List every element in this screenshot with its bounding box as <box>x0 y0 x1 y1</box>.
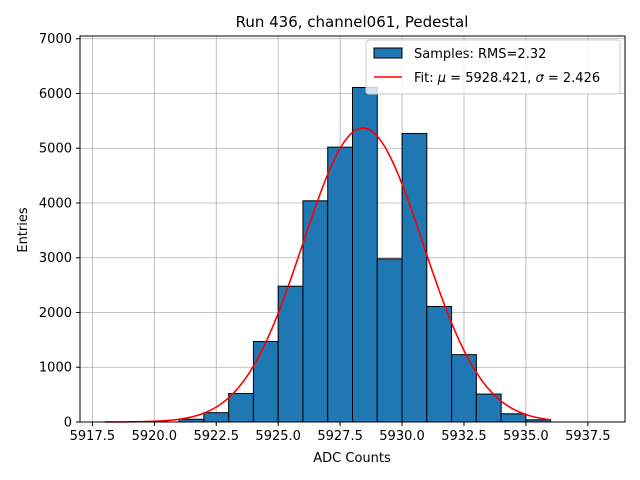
histogram-bar <box>475 393 502 423</box>
y-axis-ticks: 0 1000 2000 3000 4000 5000 6000 7000 <box>39 32 80 431</box>
histogram-bar <box>228 393 254 423</box>
x-tick-label: 5930.0 <box>379 429 425 444</box>
histogram-bar <box>426 305 453 423</box>
histogram-bar <box>352 86 378 423</box>
legend-hist-label: Samples: RMS=2.32 <box>414 47 546 62</box>
x-axis-label: ADC Counts <box>313 451 391 466</box>
x-tick-label: 5935.0 <box>503 429 549 444</box>
x-axis-ticks: 5917.5 5920.0 5922.5 5925.0 5927.5 5930.0 5932… <box>70 422 611 444</box>
fit-curve-layer <box>104 127 551 423</box>
legend: Samples: RMS=2.32 Fit: μ = 5928.421, σ =… <box>365 39 621 95</box>
legend-fit-prefix: Fit: <box>414 71 438 86</box>
y-tick-label: 2000 <box>39 306 72 321</box>
legend-fit-sigma-symbol: σ <box>536 71 545 86</box>
x-tick-label: 5917.5 <box>70 429 116 444</box>
x-tick-label: 5922.5 <box>194 429 240 444</box>
histogram-bar <box>401 132 428 423</box>
histogram-bar <box>376 258 403 423</box>
y-tick-label: 4000 <box>39 196 72 211</box>
histogram-bar <box>500 413 527 423</box>
y-tick-label: 6000 <box>39 87 72 102</box>
x-tick-label: 5937.5 <box>565 429 611 444</box>
y-tick-label: 3000 <box>39 251 72 266</box>
legend-hist-swatch <box>373 47 403 59</box>
legend-fit-mu-value: = 5928.421, <box>446 71 535 86</box>
histogram-bar <box>252 341 279 423</box>
histogram-bar <box>277 285 304 423</box>
y-axis-label: Entries <box>16 207 31 253</box>
histogram-bar <box>327 146 353 423</box>
histogram-bar <box>203 412 230 423</box>
y-tick-label: 0 <box>64 416 72 431</box>
y-tick-label: 1000 <box>39 361 72 376</box>
x-tick-label: 5932.5 <box>441 429 487 444</box>
y-tick-label: 5000 <box>39 142 72 157</box>
plot-frame <box>79 35 626 423</box>
x-tick-label: 5927.5 <box>317 429 363 444</box>
chart-title: Run 436, channel061, Pedestal <box>236 13 469 31</box>
y-tick-label: 7000 <box>39 32 72 47</box>
gaussian-fit-line <box>104 127 551 423</box>
x-tick-label: 5920.0 <box>132 429 178 444</box>
legend-box <box>365 39 621 95</box>
x-tick-label: 5925.0 <box>255 429 301 444</box>
histogram-bars <box>178 86 552 423</box>
legend-fit-mu-symbol: μ <box>437 71 446 86</box>
legend-fit-sigma-value: = 2.426 <box>544 71 600 86</box>
histogram-bar <box>451 354 477 423</box>
legend-fit-label: Fit: μ = 5928.421, σ = 2.426 <box>414 71 600 86</box>
